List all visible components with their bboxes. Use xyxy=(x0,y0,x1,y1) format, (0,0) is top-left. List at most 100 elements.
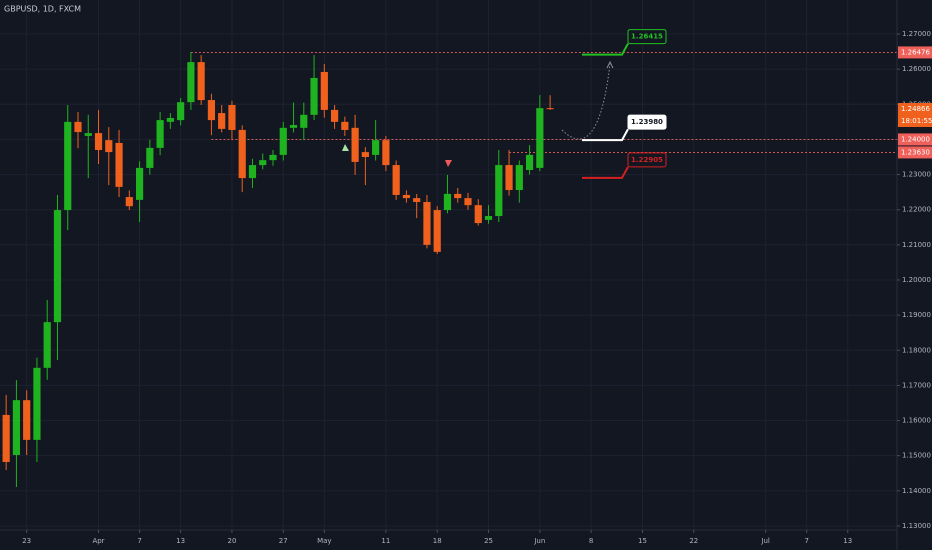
candle-body xyxy=(156,120,164,148)
candle-body xyxy=(443,193,452,211)
candle-body xyxy=(269,154,277,161)
y-tick-label: 1.15000 xyxy=(902,452,931,460)
candle-body xyxy=(474,205,482,224)
chart-title: GBPUSD, 1D, FXCM xyxy=(4,5,81,14)
y-tick-label: 1.21000 xyxy=(902,241,931,249)
y-tick-label: 1.22000 xyxy=(902,206,931,214)
price-line-label: 1.23630 xyxy=(901,148,930,156)
candle-body xyxy=(248,165,257,179)
candle-body xyxy=(515,165,523,191)
candle-body xyxy=(238,129,246,179)
candle-body xyxy=(84,133,92,136)
sell-signal xyxy=(445,160,452,167)
x-tick-label: Jul xyxy=(760,537,770,545)
candle-body xyxy=(279,127,287,155)
y-tick-label: 1.16000 xyxy=(902,417,931,425)
candle-body xyxy=(12,400,21,455)
candle-body xyxy=(2,414,10,463)
candle-body xyxy=(187,62,195,103)
candle-body xyxy=(146,147,154,168)
candle-body xyxy=(53,210,62,323)
y-tick-label: 1.18000 xyxy=(902,346,931,354)
annotation-line xyxy=(582,166,629,179)
annotation-box xyxy=(627,114,667,130)
x-tick-label: 22 xyxy=(689,537,698,545)
candle-body xyxy=(505,165,513,191)
candle-body xyxy=(464,198,472,206)
candle-body xyxy=(218,113,226,129)
candle-body xyxy=(135,167,144,200)
candle-body xyxy=(382,140,390,166)
candle-body xyxy=(433,210,441,252)
x-tick-label: Jun xyxy=(533,537,545,545)
last-price-bg xyxy=(898,103,932,128)
candle-body xyxy=(484,216,493,220)
candle-body xyxy=(525,154,534,171)
candle-body xyxy=(115,142,123,187)
x-tick-label: 7 xyxy=(137,537,141,545)
annotation-label: 1.26415 xyxy=(631,33,663,41)
candle-body xyxy=(166,117,174,122)
y-tick-label: 1.26000 xyxy=(902,65,931,73)
candle-body xyxy=(105,140,113,153)
y-tick-label: 1.27000 xyxy=(902,30,931,38)
x-tick-label: 25 xyxy=(484,537,493,545)
candle-body xyxy=(361,152,369,158)
countdown-label: 18:01:55 xyxy=(901,117,932,125)
candle-body xyxy=(207,100,216,121)
candle-body xyxy=(125,197,133,207)
candle-body xyxy=(413,198,421,202)
buy-signal xyxy=(342,144,349,151)
candle-body xyxy=(33,367,41,440)
price-line-label-bg xyxy=(898,146,932,159)
candle-body xyxy=(372,140,380,155)
y-tick-label: 1.13000 xyxy=(902,522,931,530)
projection-arrow xyxy=(561,63,611,140)
x-tick-label: 8 xyxy=(589,537,593,545)
x-tick-label: 18 xyxy=(433,537,442,545)
projection-arrowhead xyxy=(606,60,614,69)
candle-body xyxy=(546,108,554,110)
candle-body xyxy=(423,201,431,245)
candle-body xyxy=(495,165,503,217)
annotation-label: 1.22905 xyxy=(631,156,663,164)
x-tick-label: 27 xyxy=(279,537,288,545)
candle-body xyxy=(402,194,411,199)
x-tick-label: May xyxy=(317,537,331,545)
price-line-label-bg xyxy=(898,133,932,146)
last-price-label: 1.24866 xyxy=(901,105,930,113)
grid xyxy=(0,0,897,530)
y-tick-label: 1.14000 xyxy=(902,487,931,495)
candle-body xyxy=(536,108,544,168)
annotation-line xyxy=(582,43,629,56)
annotation-line xyxy=(582,128,629,142)
price-line-label: 1.26476 xyxy=(901,48,930,56)
x-tick-label: 23 xyxy=(22,537,31,545)
x-tick-label: 13 xyxy=(843,537,852,545)
candle-body xyxy=(43,322,51,368)
price-line-label: 1.24000 xyxy=(901,135,930,143)
candle-body xyxy=(330,109,339,122)
x-tick-label: 13 xyxy=(176,537,185,545)
candle-body xyxy=(310,77,318,115)
y-tick-label: 1.17000 xyxy=(902,381,931,389)
y-tick-label: 1.23000 xyxy=(902,171,931,179)
candle-body xyxy=(23,400,31,440)
candle-body xyxy=(320,71,328,110)
candle-body xyxy=(197,62,205,101)
x-tick-label: 11 xyxy=(381,537,390,545)
candle-body xyxy=(289,125,298,128)
x-tick-label: Apr xyxy=(92,537,104,545)
x-tick-label: 7 xyxy=(804,537,808,545)
annotation-box xyxy=(627,29,667,45)
annotation-box xyxy=(627,152,667,168)
candle-body xyxy=(94,133,103,150)
axes: 1.270001.260001.250001.240001.230001.220… xyxy=(22,30,932,545)
candle-body xyxy=(300,114,308,128)
price-line-label-bg xyxy=(898,46,932,59)
annotation-label: 1.23980 xyxy=(631,118,663,126)
y-tick-label: 1.19000 xyxy=(902,311,931,319)
